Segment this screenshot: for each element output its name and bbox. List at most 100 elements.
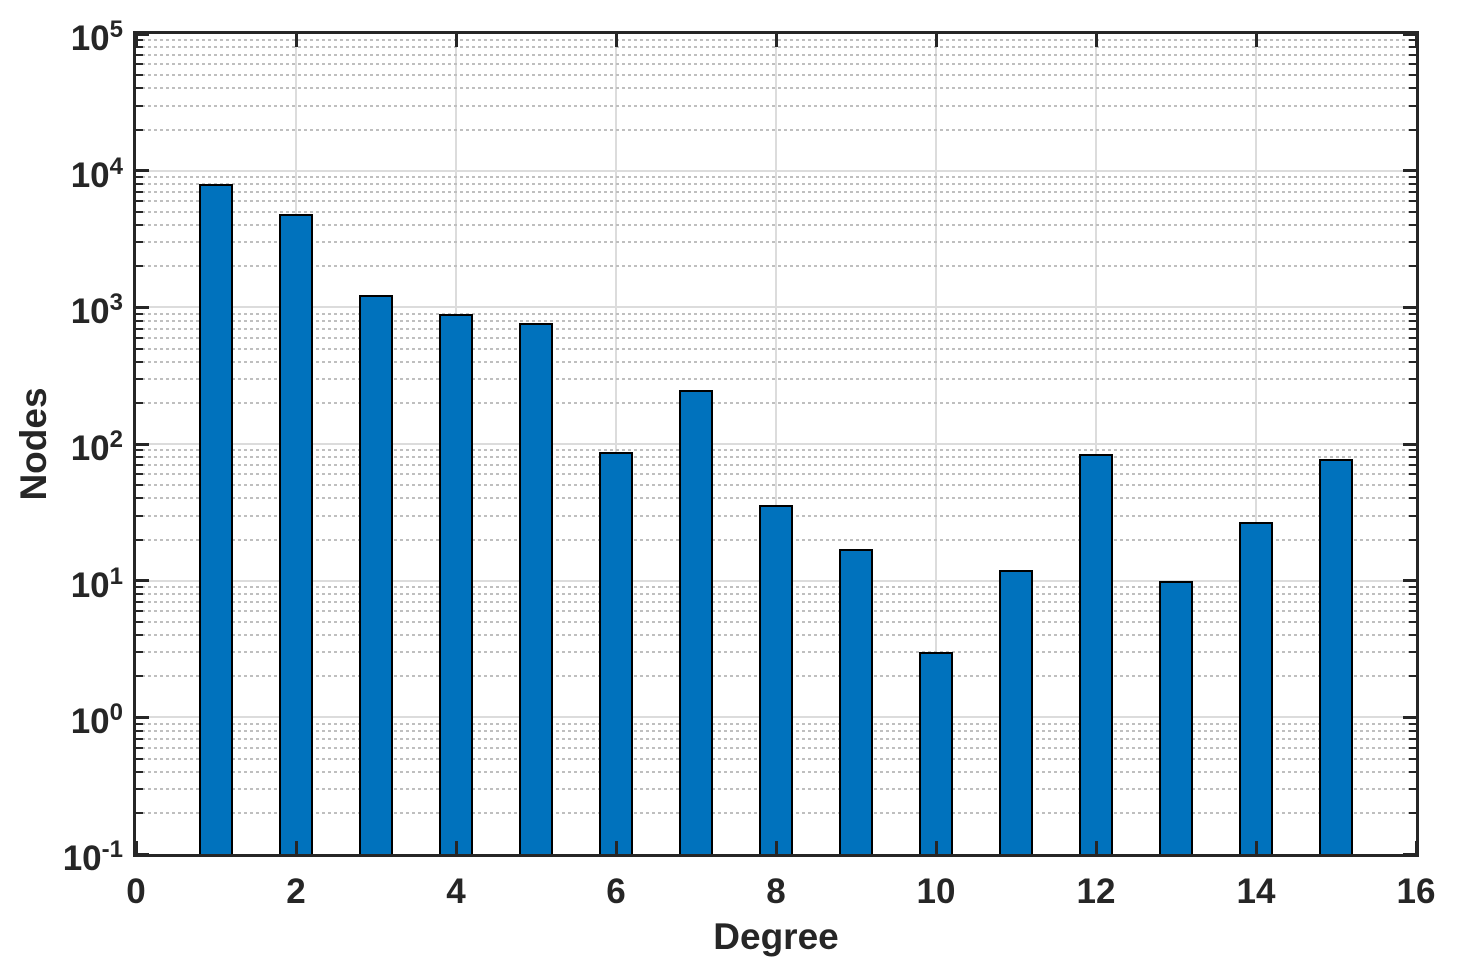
y-minortick-left [136,592,143,595]
minor-gridline-y [136,464,1416,467]
y-minortick-right [1409,54,1416,57]
x-tick-top-2 [294,34,298,47]
y-minortick-left [136,464,143,467]
y-minortick-right [1409,39,1416,42]
bar-degree-12 [1079,453,1113,854]
y-minortick-left [136,128,143,131]
y-minortick-right [1409,87,1416,90]
y-minortick-left [136,473,143,476]
y-minortick-left [136,312,143,315]
y-minortick-right [1409,327,1416,330]
y-minortick-left [136,54,143,57]
y-minortick-right [1409,585,1416,588]
x-tick-top-6 [614,34,618,47]
y-minortick-right [1409,497,1416,500]
y-minortick-right [1409,610,1416,612]
y-minortick-left [136,538,143,541]
y-tick-right-10^4 [1403,169,1416,173]
y-minortick-left [136,190,143,193]
y-tick-left-10^4 [136,169,149,173]
x-axis-label: Degree [713,916,839,957]
y-minortick-right [1409,401,1416,404]
y-tick-label-10^0: 100 [70,699,123,742]
y-tick-label-10^2: 102 [70,426,123,468]
y-minortick-left [136,634,143,637]
bar-degree-10 [919,652,953,854]
bar-degree-9 [839,549,873,854]
bar-degree-4 [439,313,473,854]
minor-gridline-y [136,484,1416,487]
minor-gridline-y [136,175,1416,178]
y-minortick-left [136,811,143,814]
y-minortick-left [136,675,143,678]
y-minortick-right [1409,210,1416,213]
bar-degree-5 [519,322,553,854]
minor-gridline-y [136,401,1416,404]
y-minortick-left [136,737,143,740]
bar-degree-7 [679,389,713,854]
y-minortick-right [1409,224,1416,227]
y-tick-left-10^-1 [136,852,149,854]
y-minortick-right [1409,74,1416,77]
y-minortick-right [1409,456,1416,459]
y-minortick-right [1409,312,1416,315]
y-minortick-left [136,104,143,107]
y-tick-left-10^1 [136,579,149,583]
minor-gridline-y [136,265,1416,268]
minor-gridline-y [136,74,1416,77]
y-minortick-right [1409,104,1416,107]
y-minortick-left [136,722,143,725]
minor-gridline-y [136,312,1416,315]
y-tick-label-10^1: 101 [70,562,123,605]
minor-gridline-y [136,182,1416,185]
y-minortick-right [1409,514,1416,517]
y-minortick-left [136,63,143,66]
major-gridline-y-10^2 [136,443,1416,445]
minor-gridline-y [136,456,1416,459]
x-tick-label-2: 2 [286,872,306,911]
y-minortick-left [136,746,143,749]
y-minortick-left [136,770,143,773]
y-minortick-right [1409,634,1416,637]
bar-degree-8 [759,504,793,854]
minor-gridline-y [136,241,1416,244]
y-minortick-right [1409,46,1416,49]
y-minortick-right [1409,200,1416,202]
y-minortick-right [1409,182,1416,185]
x-tick-label-0: 0 [126,872,146,911]
y-minortick-left [136,651,143,654]
y-minortick-left [136,347,143,350]
y-minortick-left [136,456,143,459]
minor-gridline-y [136,87,1416,90]
y-minortick-right [1409,190,1416,193]
y-minortick-right [1409,241,1416,244]
y-minortick-right [1409,265,1416,268]
y-minortick-left [136,360,143,363]
x-tick-label-12: 12 [1076,872,1116,911]
x-tick-bottom-10 [934,841,938,854]
minor-gridline-y [136,128,1416,131]
y-minortick-right [1409,360,1416,363]
y-minortick-left [136,787,143,790]
bar-degree-13 [1159,580,1193,854]
y-minortick-right [1409,449,1416,452]
y-minortick-left [136,610,143,612]
minor-gridline-y [136,473,1416,476]
y-minortick-right [1409,620,1416,623]
y-tick-left-10^5 [136,34,149,36]
x-tick-bottom-4 [454,841,458,854]
y-minortick-right [1409,347,1416,350]
y-minortick-right [1409,737,1416,740]
minor-gridline-y [136,104,1416,107]
x-tick-label-16: 16 [1396,872,1436,911]
y-tick-left-10^3 [136,305,149,309]
y-minortick-right [1409,175,1416,178]
y-minortick-right [1409,63,1416,66]
minor-gridline-y [136,360,1416,363]
y-minortick-left [136,175,143,178]
y-minortick-left [136,327,143,330]
y-minortick-right [1409,787,1416,790]
y-minortick-left [136,336,143,339]
bar-degree-6 [599,452,633,854]
